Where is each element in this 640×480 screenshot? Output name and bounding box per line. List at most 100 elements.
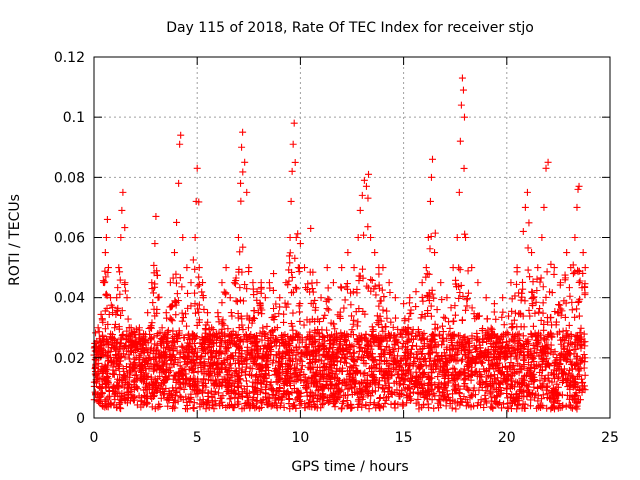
data-point xyxy=(235,360,243,368)
data-point xyxy=(579,269,587,277)
data-point xyxy=(107,359,115,367)
data-point xyxy=(544,350,552,358)
data-point xyxy=(231,377,239,385)
data-point xyxy=(107,400,115,408)
data-point xyxy=(116,268,124,276)
data-point xyxy=(425,297,433,305)
data-point xyxy=(382,333,390,341)
data-point xyxy=(159,367,167,375)
data-point xyxy=(492,379,500,387)
data-point xyxy=(568,365,576,373)
data-point xyxy=(163,352,171,360)
data-point xyxy=(352,377,360,385)
data-point xyxy=(238,315,246,323)
data-point xyxy=(178,283,186,291)
data-point xyxy=(381,367,389,375)
data-point xyxy=(303,392,311,400)
data-point xyxy=(111,320,119,328)
data-point xyxy=(282,303,290,311)
data-point xyxy=(259,353,267,361)
data-point xyxy=(375,381,383,389)
data-point xyxy=(116,276,124,284)
data-point xyxy=(124,315,132,323)
data-point xyxy=(234,331,242,339)
data-point xyxy=(239,393,247,401)
data-point xyxy=(508,324,516,332)
data-point xyxy=(581,354,589,362)
data-point xyxy=(542,164,550,172)
data-point xyxy=(402,325,410,333)
data-point xyxy=(474,335,482,343)
data-point xyxy=(338,332,346,340)
data-point xyxy=(215,330,223,338)
data-point xyxy=(398,367,406,375)
data-point xyxy=(234,373,242,381)
data-point xyxy=(189,330,197,338)
data-point xyxy=(580,350,588,358)
data-point xyxy=(269,359,277,367)
data-point xyxy=(204,318,212,326)
data-point xyxy=(302,379,310,387)
data-point xyxy=(307,374,315,382)
data-point xyxy=(330,320,338,328)
data-point xyxy=(210,331,218,339)
data-point xyxy=(246,351,254,359)
data-point xyxy=(542,386,550,394)
data-point xyxy=(411,381,419,389)
data-point xyxy=(452,405,460,413)
data-point xyxy=(353,289,361,297)
data-point xyxy=(277,393,285,401)
data-point xyxy=(565,370,573,378)
data-point xyxy=(170,360,178,368)
data-point xyxy=(464,363,472,371)
data-point xyxy=(505,312,513,320)
data-point xyxy=(323,264,331,272)
data-point xyxy=(222,345,230,353)
data-point xyxy=(567,339,575,347)
data-point xyxy=(558,307,566,315)
data-point xyxy=(257,380,265,388)
data-point xyxy=(140,330,148,338)
data-point xyxy=(308,389,316,397)
data-point xyxy=(364,194,372,202)
data-point xyxy=(130,393,138,401)
data-point xyxy=(475,351,483,359)
data-point xyxy=(326,360,334,368)
data-point xyxy=(556,279,564,287)
data-point xyxy=(172,279,180,287)
data-point xyxy=(117,405,125,413)
data-point xyxy=(533,275,541,283)
data-point xyxy=(347,381,355,389)
data-point xyxy=(468,264,476,272)
data-point xyxy=(523,366,531,374)
data-point xyxy=(467,348,475,356)
data-point xyxy=(345,371,353,379)
data-point xyxy=(441,374,449,382)
data-point xyxy=(257,372,265,380)
data-point xyxy=(262,350,270,358)
data-point xyxy=(542,336,550,344)
data-point xyxy=(513,349,521,357)
data-point xyxy=(281,375,289,383)
data-point xyxy=(418,350,426,358)
data-point xyxy=(288,322,296,330)
data-point xyxy=(190,399,198,407)
data-point xyxy=(257,363,265,371)
data-point xyxy=(317,404,325,412)
data-point xyxy=(333,374,341,382)
data-point xyxy=(375,302,383,310)
data-point xyxy=(176,140,184,148)
data-point xyxy=(258,364,266,372)
data-point xyxy=(573,336,581,344)
data-point xyxy=(368,342,376,350)
data-point xyxy=(250,307,258,315)
data-point xyxy=(432,349,440,357)
data-point xyxy=(182,360,190,368)
data-point xyxy=(230,279,238,287)
data-point xyxy=(446,324,454,332)
data-point xyxy=(102,234,110,241)
data-point xyxy=(114,382,122,390)
data-point xyxy=(162,309,170,317)
data-point xyxy=(242,371,250,379)
data-point xyxy=(210,405,218,413)
